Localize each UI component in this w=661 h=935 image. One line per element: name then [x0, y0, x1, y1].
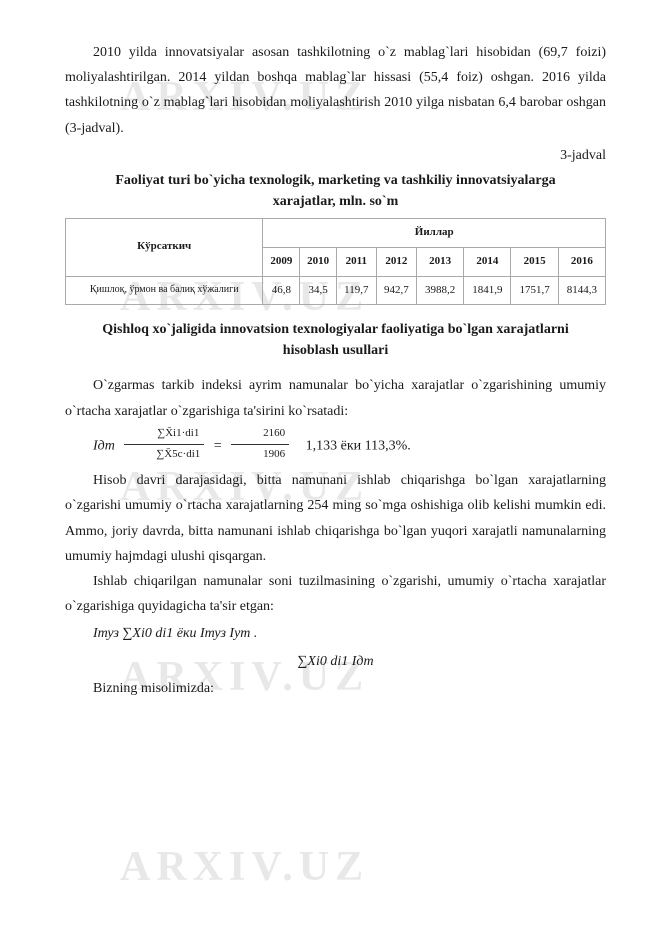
table-year: 2009 — [263, 247, 300, 276]
fraction: 2160 1906 — [231, 424, 289, 465]
equals: = — [214, 438, 222, 453]
formula: Iтуз ∑Xi0 di1 ёки Iтуз Iyт . — [65, 621, 606, 646]
formula: Iдт ∑X̄i1·di1 ∑X̄5c·di1 = 2160 1906 1,13… — [65, 426, 606, 467]
table-data-row: Қишлоқ, ўрмон ва балиқ хўжалиги 46,8 34,… — [66, 276, 606, 305]
table-year: 2015 — [511, 247, 558, 276]
table-header-years: Йиллар — [263, 218, 606, 247]
table-cell: 942,7 — [376, 276, 416, 305]
numerator: 2160 — [231, 424, 289, 445]
table-year: 2010 — [300, 247, 337, 276]
table-header-row: Кўрсаткич Йиллар — [66, 218, 606, 247]
paragraph: Ishlab chiqarilgan namunalar soni tuzilm… — [65, 569, 606, 619]
data-table: Кўрсаткич Йиллар 2009 2010 2011 2012 201… — [65, 218, 606, 305]
watermark: ARXIV.UZ — [120, 830, 369, 906]
table-title: Faoliyat turi bo`yicha texnologik, marke… — [65, 170, 606, 212]
paragraph: O`zgarmas tarkib indeksi ayrim namunalar… — [65, 373, 606, 423]
table-cell: 119,7 — [336, 276, 376, 305]
section-title-line: Qishloq xo`jaligida innovatsion texnolog… — [102, 322, 568, 337]
formula-result: 1,133 ёки 113,3%. — [306, 438, 411, 453]
table-cell: 1841,9 — [464, 276, 511, 305]
table-row-label: Қишлоқ, ўрмон ва балиқ хўжалиги — [66, 276, 263, 305]
table-cell: 34,5 — [300, 276, 337, 305]
table-title-line: xarajatlar, mln. so`m — [273, 194, 398, 209]
formula-lhs: Iдт — [93, 438, 115, 453]
table-cell: 1751,7 — [511, 276, 558, 305]
table-year: 2012 — [376, 247, 416, 276]
table-year: 2013 — [416, 247, 463, 276]
denominator: 1906 — [231, 445, 289, 465]
denominator: ∑X̄5c·di1 — [124, 445, 204, 465]
numerator: ∑X̄i1·di1 — [124, 424, 204, 445]
table-header-indicator: Кўрсаткич — [66, 218, 263, 276]
section-title: Qishloq xo`jaligida innovatsion texnolog… — [65, 319, 606, 361]
table-year: 2016 — [558, 247, 605, 276]
fraction: ∑X̄i1·di1 ∑X̄5c·di1 — [124, 424, 204, 465]
table-title-line: Faoliyat turi bo`yicha texnologik, marke… — [115, 173, 555, 188]
table-year: 2011 — [336, 247, 376, 276]
table-reference: 3-jadval — [65, 143, 606, 168]
table-cell: 3988,2 — [416, 276, 463, 305]
paragraph: Bizning misolimizda: — [65, 676, 606, 701]
table-year: 2014 — [464, 247, 511, 276]
table-cell: 46,8 — [263, 276, 300, 305]
page-content: 2010 yilda innovatsiyalar asosan tashkil… — [65, 40, 606, 701]
paragraph: 2010 yilda innovatsiyalar asosan tashkil… — [65, 40, 606, 141]
paragraph: Hisob davri darajasidagi, bitta namunani… — [65, 468, 606, 569]
table-cell: 8144,3 — [558, 276, 605, 305]
formula: ∑Xi0 di1 Iдт — [65, 649, 606, 674]
section-title-line: hisoblash usullari — [283, 343, 388, 358]
